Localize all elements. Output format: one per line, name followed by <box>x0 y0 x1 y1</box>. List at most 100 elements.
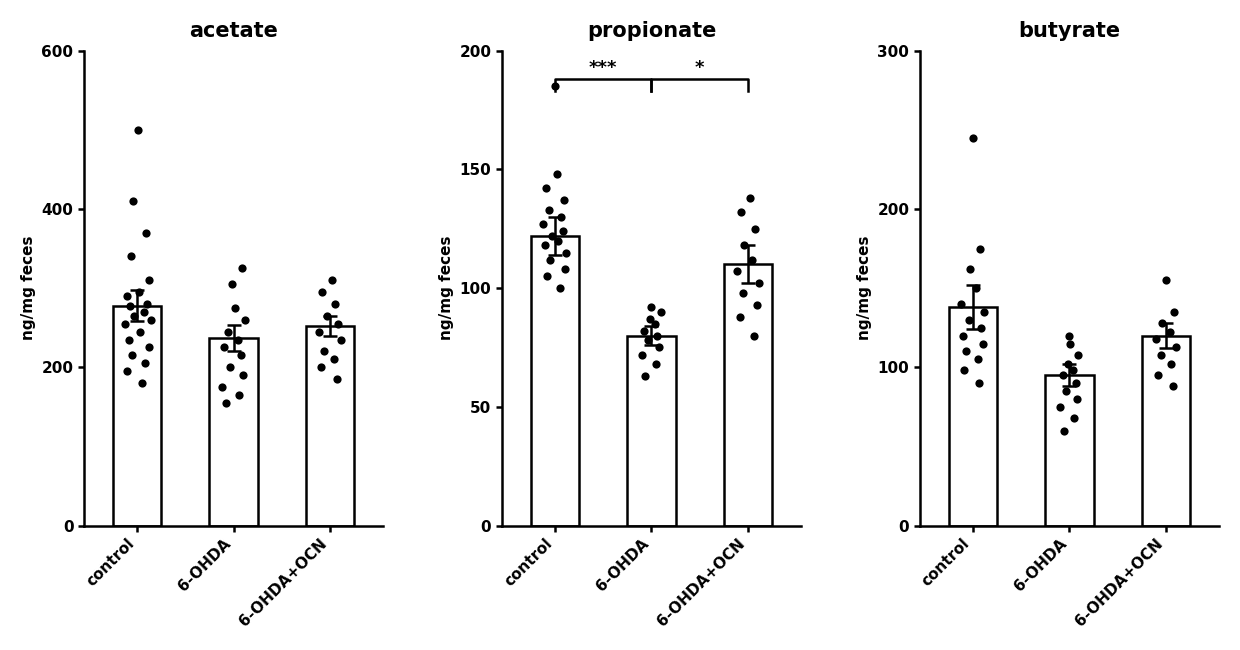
Point <box>1066 378 1086 388</box>
Point <box>139 343 159 353</box>
Bar <box>627 335 676 525</box>
Point <box>1064 413 1084 423</box>
Point <box>1151 350 1171 360</box>
Y-axis label: ng/mg feces: ng/mg feces <box>857 236 872 341</box>
Point <box>1156 275 1176 285</box>
Point <box>123 196 143 206</box>
Point <box>1068 394 1087 404</box>
Point <box>548 235 568 246</box>
Point <box>141 315 161 325</box>
Point <box>120 300 140 311</box>
Point <box>650 343 670 353</box>
Bar <box>113 306 161 525</box>
Point <box>1152 318 1172 328</box>
Bar <box>1142 335 1190 525</box>
Point <box>971 322 991 333</box>
Point <box>547 169 567 179</box>
Point <box>1164 307 1184 317</box>
Point <box>218 326 238 337</box>
Point <box>232 263 252 274</box>
Point <box>1050 402 1070 412</box>
Bar <box>949 307 997 525</box>
Point <box>960 264 980 274</box>
Point <box>325 299 345 309</box>
Point <box>1148 370 1168 380</box>
Point <box>749 278 769 289</box>
Title: propionate: propionate <box>587 21 717 41</box>
Bar <box>1045 375 1094 525</box>
Point <box>131 378 151 388</box>
Point <box>536 183 556 194</box>
Point <box>651 307 671 317</box>
Point <box>312 287 332 297</box>
Point <box>310 326 330 337</box>
Point <box>122 252 141 262</box>
Point <box>963 133 983 143</box>
Point <box>1060 338 1080 348</box>
Point <box>118 366 138 376</box>
Point <box>215 343 234 353</box>
Point <box>632 350 652 360</box>
Point <box>742 254 761 265</box>
Point <box>1163 381 1183 391</box>
Point <box>970 243 990 254</box>
Point <box>536 240 556 251</box>
Point <box>1159 327 1179 337</box>
Point <box>956 346 976 357</box>
Point <box>634 326 653 336</box>
Point <box>544 81 564 92</box>
Point <box>317 311 337 321</box>
Point <box>118 291 138 301</box>
Point <box>553 226 573 237</box>
Point <box>537 271 557 281</box>
Point <box>222 279 242 289</box>
Point <box>975 307 994 317</box>
Point <box>1055 386 1075 396</box>
Point <box>646 359 666 369</box>
Point <box>641 302 661 312</box>
Point <box>533 219 553 229</box>
Point <box>327 318 347 329</box>
Point <box>236 315 255 325</box>
Point <box>233 370 253 380</box>
Point <box>136 299 156 309</box>
Point <box>229 390 249 400</box>
Point <box>557 247 577 257</box>
Point <box>955 365 975 376</box>
Point <box>746 300 766 310</box>
Point <box>324 354 343 365</box>
Point <box>554 264 574 274</box>
Point <box>331 334 351 345</box>
Point <box>1058 359 1078 369</box>
Point <box>1059 330 1079 341</box>
Bar <box>210 338 258 525</box>
Point <box>966 283 986 293</box>
Point <box>646 318 666 329</box>
Point <box>123 350 143 361</box>
Point <box>1147 333 1167 344</box>
Point <box>549 283 569 293</box>
Point <box>327 374 347 384</box>
Point <box>311 362 331 372</box>
Point <box>212 382 232 392</box>
Bar <box>724 265 773 525</box>
Point <box>322 275 342 285</box>
Point <box>228 334 248 345</box>
Point <box>954 330 973 341</box>
Point <box>640 314 660 324</box>
Point <box>635 370 655 381</box>
Point <box>967 354 987 365</box>
Point <box>1054 425 1074 436</box>
Point <box>959 315 978 325</box>
Point <box>124 311 144 321</box>
Point <box>554 195 574 205</box>
Point <box>542 231 562 241</box>
Point <box>315 346 335 357</box>
Point <box>135 227 155 238</box>
Point <box>134 307 154 317</box>
Point <box>130 326 150 337</box>
Point <box>1068 350 1087 360</box>
Point <box>119 334 139 345</box>
Point <box>541 254 560 265</box>
Point <box>733 288 753 298</box>
